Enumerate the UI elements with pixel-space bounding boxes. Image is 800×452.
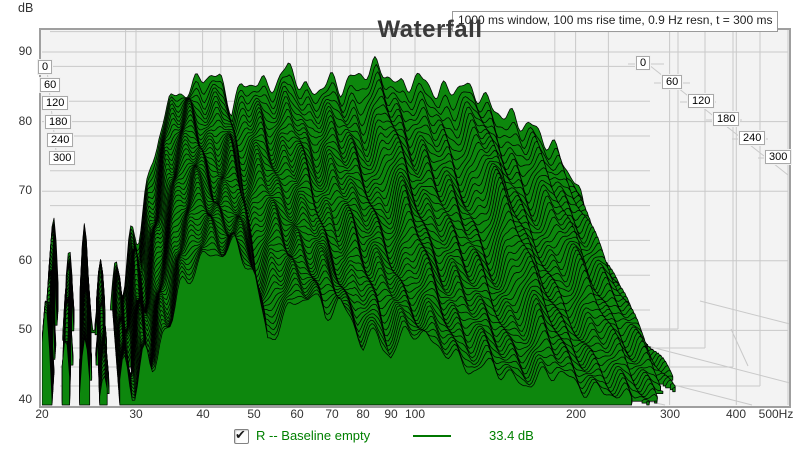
time-tick-left: 180 <box>45 115 72 129</box>
legend-checkbox[interactable]: ✔ <box>234 427 249 444</box>
x-tick-label: 200 <box>565 407 587 421</box>
y-tick-label: 40 <box>18 392 32 406</box>
time-tick-left: 0 <box>38 60 53 74</box>
page-title: Waterfall <box>377 16 483 43</box>
time-tick-left: 300 <box>49 151 76 165</box>
y-tick-label: 80 <box>18 114 32 128</box>
x-tick-label: 90 <box>384 407 398 421</box>
plot-frame <box>39 28 791 408</box>
time-tick-left: 120 <box>42 96 69 110</box>
time-tick-right: 240 <box>739 131 766 145</box>
time-tick-left: 240 <box>47 133 74 147</box>
y-axis-unit-label: dB <box>18 1 34 15</box>
x-tick-label: 60 <box>290 407 304 421</box>
legend-series-name: R -- Baseline empty <box>256 428 371 443</box>
x-tick-label: 30 <box>129 407 143 421</box>
legend-bar: ✔ R -- Baseline empty 33.4 dB <box>0 426 800 450</box>
time-tick-right: 180 <box>713 112 740 126</box>
time-tick-right: 120 <box>688 94 715 108</box>
x-tick-label: 100 <box>404 407 426 421</box>
legend-cursor-value: 33.4 dB <box>489 428 534 443</box>
legend-line-swatch <box>413 435 451 437</box>
time-tick-left: 60 <box>40 78 61 92</box>
waterfall-slice <box>42 235 650 406</box>
x-tick-label: 20 <box>35 407 49 421</box>
x-tick-label: 500Hz <box>758 407 794 421</box>
y-tick-label: 90 <box>18 44 32 58</box>
x-tick-label: 50 <box>247 407 261 421</box>
time-tick-right: 300 <box>765 150 792 164</box>
y-tick-label: 70 <box>18 183 32 197</box>
time-tick-right: 0 <box>636 56 651 70</box>
time-tick-right: 60 <box>662 75 683 89</box>
x-tick-label: 80 <box>356 407 370 421</box>
waterfall-surface <box>42 56 676 406</box>
x-tick-label: 400 <box>725 407 747 421</box>
x-tick-label: 40 <box>196 407 210 421</box>
checkmark-icon: ✔ <box>235 427 246 442</box>
measurement-settings-box: 1000 ms window, 100 ms rise time, 0.9 Hz… <box>452 11 779 32</box>
y-tick-label: 50 <box>18 322 32 336</box>
y-tick-label: 60 <box>18 253 32 267</box>
x-tick-label: 70 <box>325 407 339 421</box>
x-tick-label: 300 <box>659 407 681 421</box>
